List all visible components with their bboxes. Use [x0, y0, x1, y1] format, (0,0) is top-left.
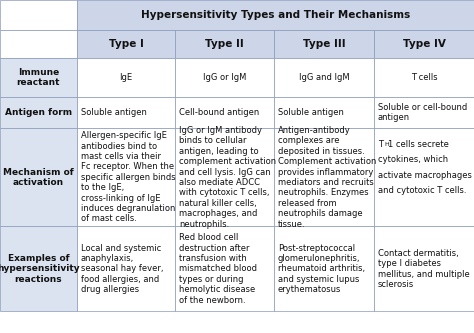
Bar	[274, 30, 374, 58]
Bar	[77, 226, 175, 311]
Text: Hypersensitivity Types and Their Mechanisms: Hypersensitivity Types and Their Mechani…	[141, 10, 410, 20]
Text: IgG and IgM: IgG and IgM	[299, 73, 349, 82]
Bar	[77, 30, 175, 58]
Bar	[374, 226, 474, 311]
Text: Antigen-antibody
complexes are
deposited in tissues.
Complement activation
provi: Antigen-antibody complexes are deposited…	[278, 126, 376, 229]
Bar	[374, 128, 474, 226]
Text: Cell-bound antigen: Cell-bound antigen	[179, 108, 259, 117]
Text: Local and systemic
anaphylaxis,
seasonal hay fever,
food allergies, and
drug all: Local and systemic anaphylaxis, seasonal…	[81, 244, 163, 294]
Text: IgE: IgE	[119, 73, 133, 82]
Bar	[274, 97, 374, 128]
Text: IgG or IgM: IgG or IgM	[203, 73, 246, 82]
Text: Soluble antigen: Soluble antigen	[81, 108, 146, 117]
Text: Type III: Type III	[303, 39, 345, 49]
Bar	[374, 58, 474, 97]
Text: 1 cells secrete: 1 cells secrete	[388, 140, 449, 149]
Bar	[274, 128, 374, 226]
Bar	[274, 58, 374, 97]
Bar	[77, 97, 175, 128]
Text: Allergen-specific IgE
antibodies bind to
mast cells via their
Fc receptor. When : Allergen-specific IgE antibodies bind to…	[81, 131, 175, 223]
Bar	[175, 97, 274, 128]
Bar	[0, 97, 77, 128]
Text: T: T	[378, 140, 383, 149]
Bar	[0, 30, 77, 58]
Bar	[374, 30, 474, 58]
Bar	[175, 30, 274, 58]
Bar	[274, 226, 374, 311]
Text: activate macrophages: activate macrophages	[378, 170, 472, 179]
Bar	[77, 0, 474, 30]
Text: H: H	[384, 142, 389, 147]
Bar	[0, 128, 77, 226]
Text: Post-streptococcal
glomerulonephritis,
rheumatoid arthritis,
and systemic lupus
: Post-streptococcal glomerulonephritis, r…	[278, 244, 365, 294]
Bar	[175, 226, 274, 311]
Text: Soluble or cell-bound
antigen: Soluble or cell-bound antigen	[378, 103, 467, 122]
Text: and cytotoxic T cells.: and cytotoxic T cells.	[378, 185, 466, 194]
Bar	[0, 226, 77, 311]
Text: Examples of
hypersensitivity
reactions: Examples of hypersensitivity reactions	[0, 254, 80, 284]
Text: Red blood cell
destruction after
transfusion with
mismatched blood
types or duri: Red blood cell destruction after transfu…	[179, 233, 257, 305]
Text: Antigen form: Antigen form	[5, 108, 72, 117]
Text: Type IV: Type IV	[402, 39, 446, 49]
Bar	[175, 128, 274, 226]
Text: IgG or IgM antibody
binds to cellular
antigen, leading to
complement activation
: IgG or IgM antibody binds to cellular an…	[179, 126, 276, 229]
Text: Contact dermatitis,
type I diabetes
mellitus, and multiple
sclerosis: Contact dermatitis, type I diabetes mell…	[378, 249, 470, 289]
Text: Type II: Type II	[205, 39, 244, 49]
Text: Soluble antigen: Soluble antigen	[278, 108, 344, 117]
Bar	[0, 58, 77, 97]
Text: T cells: T cells	[410, 73, 438, 82]
Text: Immune
reactant: Immune reactant	[17, 68, 60, 87]
Text: cytokines, which: cytokines, which	[378, 156, 448, 165]
Text: Mechanism of
activation: Mechanism of activation	[3, 167, 74, 187]
Bar	[77, 58, 175, 97]
Text: Type I: Type I	[109, 39, 144, 49]
Bar	[77, 128, 175, 226]
Bar	[374, 97, 474, 128]
Bar	[175, 58, 274, 97]
Bar	[0, 0, 77, 30]
